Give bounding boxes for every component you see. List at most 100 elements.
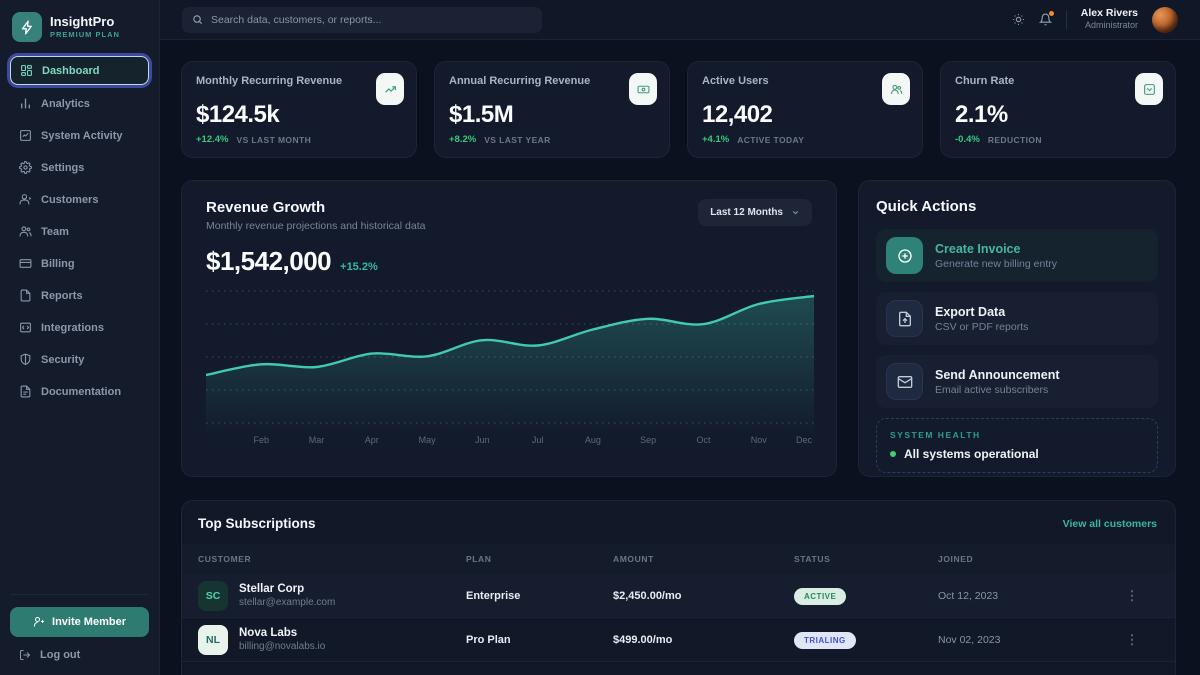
svg-text:Jul: Jul <box>532 435 544 445</box>
sidebar-item-team[interactable]: Team <box>10 218 149 245</box>
column-header-joined: Joined <box>938 554 974 564</box>
quick-actions-card: Quick Actions Create Invoice Generate ne… <box>858 180 1176 477</box>
revenue-growth-card: Revenue Growth Monthly revenue projectio… <box>181 180 837 477</box>
sidebar-item-billing[interactable]: Billing <box>10 250 149 277</box>
chevron-down-icon <box>792 210 799 215</box>
user-role: Administrator <box>1084 20 1138 31</box>
table-row[interactable]: SC Stellar Corp stellar@example.com Ente… <box>182 574 1175 618</box>
sidebar-item-integrations[interactable]: Integrations <box>10 314 149 341</box>
user-avatar[interactable] <box>1152 6 1178 33</box>
sidebar-item-security[interactable]: Security <box>10 346 149 373</box>
sidebar-item-documentation[interactable]: Documentation <box>10 378 149 405</box>
stat-caption: VS LAST MONTH <box>236 134 312 145</box>
invite-member-button[interactable]: Invite Member <box>10 607 149 637</box>
notifications-button[interactable] <box>1038 11 1054 26</box>
sidebar-nav: Dashboard Analytics System Activity Sett… <box>10 56 149 405</box>
search-input[interactable] <box>211 13 532 26</box>
middle-row: Revenue Growth Monthly revenue projectio… <box>181 180 1176 477</box>
sidebar-item-label: Dashboard <box>42 64 100 77</box>
dashboard-grid-icon <box>20 64 33 77</box>
action-name: Create Invoice <box>935 241 1021 256</box>
stat-caption: VS LAST YEAR <box>484 134 551 145</box>
row-menu-icon[interactable]: ⋮ <box>1125 587 1139 603</box>
amount-cell: $499.00/mo <box>613 633 673 646</box>
revenue-total: $1,542,000 <box>206 246 332 276</box>
stat-value: 2.1% <box>955 101 1008 128</box>
view-all-customers-link[interactable]: View all customers <box>1062 517 1157 530</box>
revenue-subtitle: Monthly revenue projections and historic… <box>206 220 426 232</box>
sidebar-item-analytics[interactable]: Analytics <box>10 90 149 117</box>
banknote-icon <box>629 73 657 105</box>
sidebar-item-label: Billing <box>41 257 75 270</box>
trend-down-box-icon <box>1135 73 1163 105</box>
stat-card-arr: Annual Recurring Revenue $1.5M +8.2% VS L… <box>434 61 670 158</box>
table-row[interactable]: NL Nova Labs billing@novalabs.io Pro Pla… <box>182 618 1175 662</box>
logout-button[interactable]: Log out <box>10 637 149 663</box>
stat-caption: REDUCTION <box>987 134 1042 145</box>
dashboard-content: Monthly Recurring Revenue $124.5k +12.4%… <box>160 40 1200 675</box>
amount-cell: $2,450.00/mo <box>613 589 682 602</box>
stat-delta: +4.1% <box>702 134 730 145</box>
stats-row: Monthly Recurring Revenue $124.5k +12.4%… <box>181 61 1176 158</box>
quick-actions-title: Quick Actions <box>876 198 977 215</box>
svg-text:Apr: Apr <box>365 435 379 445</box>
action-name: Export Data <box>935 304 1006 319</box>
create-invoice-action[interactable]: Create Invoice Generate new billing entr… <box>876 229 1158 282</box>
notification-dot <box>1048 11 1054 16</box>
stat-delta: +12.4% <box>196 134 229 145</box>
sidebar-item-label: Integrations <box>41 321 104 334</box>
user-meta: Alex Rivers Administrator <box>1081 7 1138 31</box>
action-desc: Generate new billing entry <box>935 257 1057 270</box>
customer-email: billing@novalabs.io <box>239 641 326 652</box>
svg-text:Sep: Sep <box>640 435 656 445</box>
bar-chart-icon <box>19 97 32 110</box>
export-data-action[interactable]: Export Data CSV or PDF reports <box>876 292 1158 345</box>
document-icon <box>19 289 32 302</box>
stat-delta: +8.2% <box>449 134 477 145</box>
stat-delta: -0.4% <box>955 134 980 145</box>
sidebar-item-system-activity[interactable]: System Activity <box>10 122 149 149</box>
stat-title: Annual Recurring Revenue <box>449 75 591 87</box>
svg-text:Jun: Jun <box>475 435 490 445</box>
stat-card-churn: Churn Rate 2.1% -0.4% REDUCTION <box>940 61 1176 158</box>
sidebar-item-dashboard[interactable]: Dashboard <box>10 56 149 85</box>
action-desc: CSV or PDF reports <box>935 320 1029 333</box>
stat-title: Active Users <box>702 75 769 87</box>
sidebar-item-label: Settings <box>41 161 85 174</box>
theme-toggle-button[interactable] <box>1012 13 1025 26</box>
sidebar-item-reports[interactable]: Reports <box>10 282 149 309</box>
search-bar[interactable] <box>182 6 542 33</box>
date-range-label: Last 12 Months <box>710 207 783 218</box>
person-icon <box>19 193 32 206</box>
customer-avatar: SC <box>198 580 228 611</box>
send-announcement-action[interactable]: Send Announcement Email active subscribe… <box>876 355 1158 408</box>
action-desc: Email active subscribers <box>935 383 1049 396</box>
sidebar-item-customers[interactable]: Customers <box>10 186 149 213</box>
status-badge: ACTIVE <box>794 588 847 605</box>
sidebar-item-settings[interactable]: Settings <box>10 154 149 181</box>
sidebar-item-label: Team <box>41 225 69 238</box>
revenue-chart: Feb Mar Apr May Jun Jul Aug Sep Oct Nov Dec <box>206 287 814 455</box>
status-badge: TRIALING <box>794 632 856 649</box>
users-icon <box>882 73 910 105</box>
column-header-plan: Plan <box>466 554 492 564</box>
top-subscriptions-card: Top Subscriptions View all customers Cus… <box>181 500 1176 675</box>
date-range-dropdown[interactable]: Last 12 Months <box>698 199 812 226</box>
svg-text:Aug: Aug <box>585 435 601 445</box>
customer-avatar: NL <box>198 624 228 655</box>
logout-icon <box>20 650 31 660</box>
user-name: Alex Rivers <box>1080 7 1138 20</box>
sidebar: InsightPro PREMIUM PLAN Dashboard Analyt… <box>0 0 160 675</box>
stat-card-mrr: Monthly Recurring Revenue $124.5k +12.4%… <box>181 61 417 158</box>
brand-lightning-icon <box>12 12 42 42</box>
column-header-amount: Amount <box>613 554 654 564</box>
brand-name: InsightPro <box>50 14 115 30</box>
customer-name: Nova Labs <box>239 627 298 639</box>
svg-text:Dec: Dec <box>796 435 813 445</box>
revenue-delta: +15.2% <box>340 261 378 273</box>
system-health-status: All systems operational <box>904 447 1039 461</box>
row-menu-icon[interactable]: ⋮ <box>1125 631 1139 647</box>
stat-title: Monthly Recurring Revenue <box>196 75 343 87</box>
search-icon <box>193 15 203 25</box>
revenue-title: Revenue Growth <box>206 199 326 216</box>
